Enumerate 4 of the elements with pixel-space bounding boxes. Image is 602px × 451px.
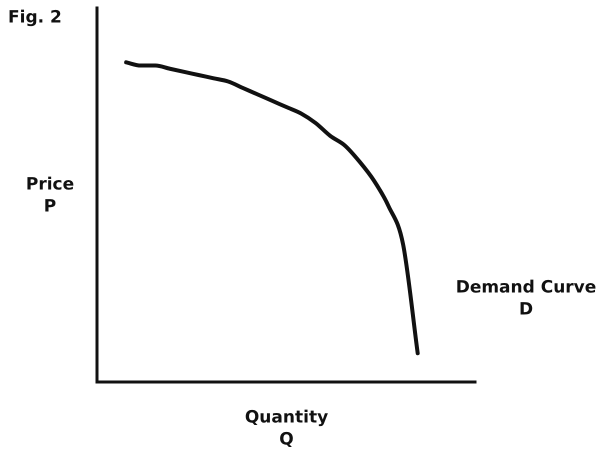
y-axis-title: Price P xyxy=(26,174,74,216)
annotation: Demand Curve D xyxy=(456,277,596,320)
x-axis-title: Quantity Q xyxy=(244,407,328,450)
chart-title: Fig. 2 xyxy=(8,7,62,28)
